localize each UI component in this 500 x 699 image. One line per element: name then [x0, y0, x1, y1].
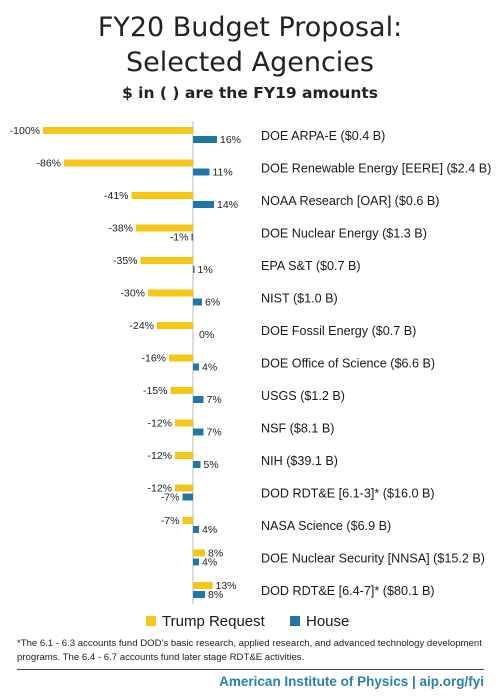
data-label-house-12: 4%: [202, 524, 217, 536]
category-label-3: DOE Nuclear Energy ($1.3 B): [261, 227, 427, 241]
bar-trump-13: [193, 549, 205, 557]
category-label-9: NSF ($8.1 B): [261, 422, 334, 436]
data-label-house-11: -7%: [161, 492, 180, 504]
footer-divider: [17, 669, 484, 670]
bar-house-13: [193, 558, 199, 566]
data-label-trump-0: -100%: [10, 125, 40, 137]
category-label-13: DOE Nuclear Security [NNSA] ($15.2 B): [261, 552, 485, 566]
bar-house-14: [193, 591, 205, 598]
category-label-4: EPA S&T ($0.7 B): [261, 259, 361, 273]
bar-trump-9: [175, 419, 193, 427]
chart-title-line2: Selected Agencies: [126, 47, 374, 78]
category-label-0: DOE ARPA-E ($0.4 B): [261, 129, 385, 143]
bar-trump-6: [157, 322, 193, 329]
bar-trump-2: [131, 192, 193, 199]
data-label-trump-10: -12%: [147, 450, 172, 462]
data-label-trump-13: 8%: [208, 548, 223, 560]
data-label-house-9: 7%: [207, 427, 222, 439]
bar-house-2: [193, 201, 214, 208]
category-label-12: NASA Science ($6.9 B): [261, 519, 391, 533]
data-label-trump-11: -12%: [147, 483, 172, 495]
bar-trump-0: [43, 127, 193, 134]
category-label-11: DOD RDT&E [6.1-3]* ($16.0 B): [261, 487, 435, 501]
bar-trump-12: [182, 517, 193, 524]
bar-house-12: [193, 526, 199, 533]
bar-trump-3: [136, 224, 193, 232]
category-label-8: USGS ($1.2 B): [261, 389, 345, 403]
bar-trump-11: [175, 484, 193, 492]
legend-label-house: House: [306, 612, 350, 630]
category-label-10: NIH ($39.1 B): [261, 454, 338, 468]
bar-trump-8: [170, 387, 193, 394]
legend-item-house: House: [290, 612, 349, 630]
budget-bar-chart: -100% 16% DOE ARPA-E ($0.4 B) -86% 11% DOE Re…: [10, 121, 491, 604]
data-label-house-14: 8%: [208, 589, 223, 601]
bar-trump-14: [193, 582, 213, 589]
bar-house-0: [193, 136, 217, 143]
legend-swatch-house: [290, 616, 300, 626]
category-label-2: NOAA Research [OAR] ($0.6 B): [261, 194, 439, 208]
data-label-trump-3: -38%: [108, 223, 133, 235]
footnote: *The 6.1 - 6.3 accounts fund DOD’s basic…: [17, 638, 482, 663]
data-label-house-5: 6%: [205, 297, 220, 309]
data-label-trump-1: -86%: [36, 158, 61, 170]
bar-trump-10: [175, 452, 193, 459]
chart-title-line1: FY20 Budget Proposal:: [97, 12, 403, 43]
category-label-1: DOE Renewable Energy [EERE] ($2.4 B): [261, 162, 491, 176]
data-label-trump-6: -24%: [129, 320, 154, 332]
data-label-house-13: 4%: [202, 557, 217, 569]
data-label-trump-7: -16%: [141, 353, 166, 365]
data-label-house-4: 1%: [198, 264, 213, 276]
data-label-house-6: 0%: [199, 329, 214, 341]
bar-trump-4: [140, 257, 193, 264]
category-label-7: DOE Office of Science ($6.6 B): [261, 357, 435, 371]
data-label-house-3: -1%: [170, 232, 189, 244]
data-label-house-10: 5%: [204, 459, 219, 471]
chart-subtitle: $ in ( ) are the FY19 amounts: [122, 84, 378, 102]
bar-house-9: [193, 428, 204, 436]
data-label-trump-2: -41%: [104, 190, 129, 202]
category-label-6: DOE Fossil Energy ($0.7 B): [261, 324, 416, 338]
data-label-house-0: 16%: [220, 134, 241, 146]
bar-house-5: [193, 298, 202, 306]
bar-house-3: [191, 233, 193, 241]
data-label-trump-9: -12%: [147, 418, 172, 430]
bar-house-8: [193, 396, 204, 403]
data-label-trump-12: -7%: [161, 515, 180, 527]
data-label-house-7: 4%: [202, 362, 217, 374]
data-label-house-2: 14%: [217, 199, 238, 211]
data-label-house-1: 11%: [213, 167, 233, 179]
legend-item-trump: Trump Request: [146, 612, 265, 630]
bar-house-7: [193, 363, 199, 371]
category-label-14: DOD RDT&E [6.4-7]* ($80.1 B): [261, 584, 435, 598]
data-label-trump-8: -15%: [143, 385, 168, 397]
bar-house-11: [182, 493, 193, 501]
credit: American Institute of Physics | aip.org/…: [219, 674, 484, 689]
bar-trump-7: [169, 354, 193, 362]
bar-trump-1: [64, 159, 193, 167]
bar-house-10: [193, 461, 201, 468]
bar-house-4: [193, 266, 195, 273]
bar-trump-5: [148, 289, 193, 297]
bar-house-1: [193, 168, 210, 176]
data-label-trump-5: -30%: [120, 288, 145, 300]
data-label-trump-4: -35%: [113, 255, 138, 267]
legend-label-trump: Trump Request: [162, 612, 265, 630]
legend-swatch-trump: [146, 616, 156, 626]
data-label-trump-14: 13%: [216, 580, 237, 592]
data-label-house-8: 7%: [207, 394, 222, 406]
category-label-5: NIST ($1.0 B): [261, 292, 338, 306]
